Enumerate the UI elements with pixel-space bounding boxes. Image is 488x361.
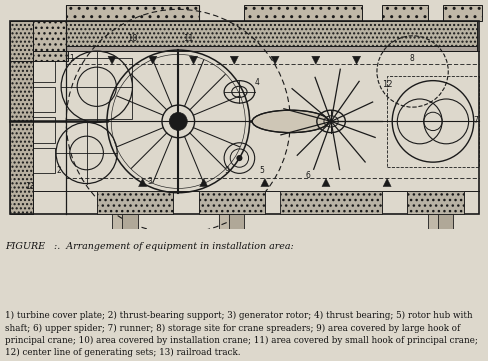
Bar (66, 46, 476, 51)
Text: 10: 10 (127, 34, 138, 43)
Bar (427, 214, 442, 229)
Circle shape (236, 155, 242, 161)
Bar (66, 5, 198, 21)
Bar (407, 191, 463, 214)
Bar (407, 192, 463, 214)
Bar (10, 21, 33, 61)
Text: 11: 11 (183, 34, 193, 43)
Circle shape (169, 112, 187, 130)
Polygon shape (321, 178, 329, 187)
Bar (285, 192, 381, 214)
Bar (33, 21, 68, 61)
Polygon shape (260, 178, 268, 187)
Bar (33, 117, 55, 143)
Polygon shape (230, 56, 238, 64)
Text: 4: 4 (254, 78, 259, 87)
Polygon shape (189, 56, 197, 64)
Polygon shape (138, 178, 146, 187)
Bar (66, 58, 132, 119)
Polygon shape (311, 56, 319, 64)
Bar (10, 21, 33, 214)
Polygon shape (352, 56, 360, 64)
Bar (244, 5, 361, 21)
Bar (437, 214, 452, 229)
Bar (386, 75, 478, 167)
Bar (33, 56, 55, 82)
Bar (198, 192, 264, 214)
Text: FIGURE   :.  Arrangement of equipment in installation area:: FIGURE :. Arrangement of equipment in in… (5, 242, 293, 251)
Bar (33, 148, 55, 173)
Bar (112, 214, 127, 229)
Text: 9: 9 (224, 166, 228, 175)
Polygon shape (108, 56, 116, 64)
Bar (381, 5, 427, 21)
Text: 2: 2 (56, 166, 61, 175)
Text: 12: 12 (381, 80, 392, 89)
Ellipse shape (252, 110, 328, 132)
Polygon shape (382, 178, 390, 187)
Bar (97, 191, 173, 214)
Text: 5: 5 (259, 166, 264, 175)
Text: 7: 7 (473, 117, 478, 125)
Bar (442, 5, 481, 21)
Text: 1) turbine cover plate; 2) thrust-bearing support; 3) generator rotor; 4) thrust: 1) turbine cover plate; 2) thrust-bearin… (5, 311, 477, 357)
Polygon shape (270, 56, 279, 64)
Text: 6: 6 (305, 171, 310, 180)
Bar (219, 214, 234, 229)
Text: 1: 1 (69, 54, 74, 63)
Bar (66, 21, 476, 51)
Bar (122, 214, 137, 229)
Polygon shape (199, 178, 207, 187)
Bar (229, 214, 244, 229)
Bar (33, 87, 55, 112)
Text: 3: 3 (147, 177, 152, 186)
Polygon shape (148, 56, 157, 64)
Bar (198, 191, 264, 214)
Text: 8: 8 (409, 54, 413, 63)
Text: 13: 13 (25, 182, 35, 191)
Bar (97, 192, 173, 214)
Bar (66, 5, 198, 21)
Bar (10, 21, 478, 214)
Bar (280, 191, 381, 214)
